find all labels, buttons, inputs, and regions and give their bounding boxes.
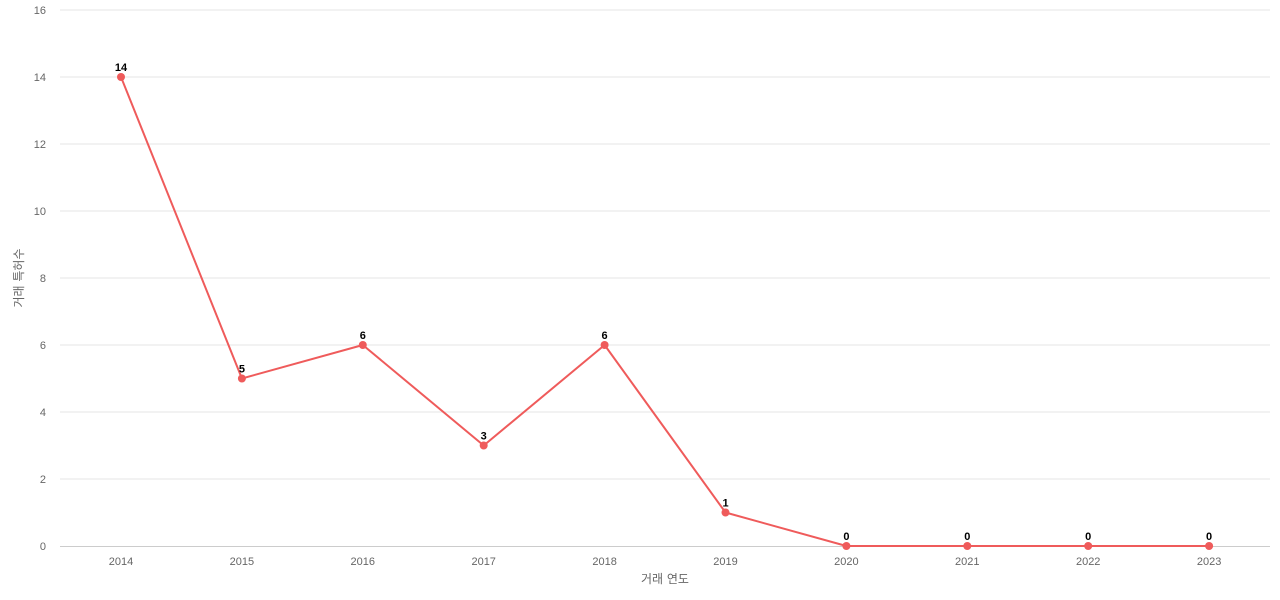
data-label: 0 <box>1085 531 1091 543</box>
data-label: 0 <box>1206 531 1212 543</box>
x-tick-label: 2014 <box>109 556 133 568</box>
y-tick-label: 12 <box>34 139 46 151</box>
data-label-layer: 14 5 6 3 6 1 0 0 0 0 <box>115 62 1212 543</box>
x-tick-label: 2019 <box>713 556 737 568</box>
data-point[interactable] <box>721 508 730 517</box>
y-tick-label: 8 <box>40 273 46 285</box>
data-label: 5 <box>239 364 245 376</box>
data-label: 1 <box>722 498 728 510</box>
y-tick-label: 10 <box>34 206 46 218</box>
y-tick-label: 14 <box>34 72 46 84</box>
data-point[interactable] <box>842 542 851 550</box>
series-layer <box>117 73 1214 550</box>
y-tick-label: 6 <box>40 340 46 352</box>
data-label: 14 <box>115 62 128 74</box>
data-label: 0 <box>964 531 970 543</box>
data-point[interactable] <box>1084 542 1093 550</box>
x-axis-title: 거래 연도 <box>641 572 689 586</box>
y-tick-label: 0 <box>40 541 46 553</box>
data-label: 0 <box>843 531 849 543</box>
grid-layer <box>60 9 1270 480</box>
data-point[interactable] <box>358 341 367 349</box>
data-label: 6 <box>360 330 366 342</box>
y-tick-label: 16 <box>34 5 46 17</box>
data-point[interactable] <box>1205 542 1214 550</box>
series-line <box>120 76 1210 547</box>
data-label: 6 <box>602 330 608 342</box>
y-axis-ticks: 0 2 4 6 8 10 12 14 16 <box>34 5 46 553</box>
x-tick-label: 2017 <box>471 556 495 568</box>
x-tick-label: 2018 <box>592 556 616 568</box>
y-tick-label: 4 <box>40 407 46 419</box>
x-axis-ticks: 2014 2015 2016 2017 2018 2019 2020 2021 2022 2023 <box>109 556 1222 568</box>
x-tick-label: 2020 <box>834 556 858 568</box>
data-point[interactable] <box>237 374 246 383</box>
x-tick-label: 2023 <box>1197 556 1221 568</box>
data-point[interactable] <box>117 73 125 81</box>
x-tick-label: 2022 <box>1076 556 1100 568</box>
x-tick-label: 2021 <box>955 556 979 568</box>
x-tick-label: 2015 <box>230 556 254 568</box>
data-point[interactable] <box>600 341 609 349</box>
y-axis-title: 거래 특허수 <box>12 248 26 307</box>
data-label: 3 <box>481 431 487 443</box>
data-point[interactable] <box>479 441 488 450</box>
y-tick-label: 2 <box>40 474 46 486</box>
x-tick-label: 2016 <box>351 556 375 568</box>
data-point[interactable] <box>963 542 972 550</box>
